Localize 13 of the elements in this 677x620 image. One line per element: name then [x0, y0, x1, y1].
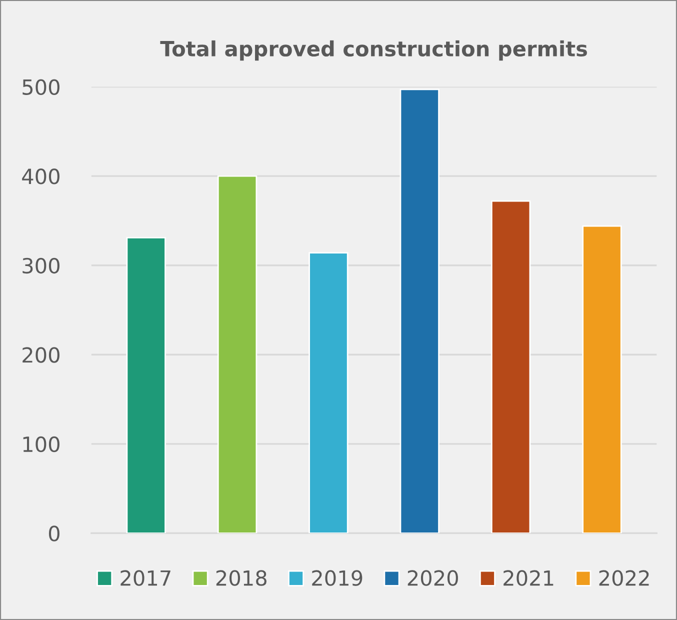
legend-label: 2019	[312, 570, 362, 586]
y-tick-label: 500	[22, 79, 60, 96]
y-tick-label: 0	[48, 526, 60, 542]
chart-title: Total approved construction permits	[160, 40, 587, 61]
y-tick-label: 300	[22, 258, 60, 274]
y-tick-label: 200	[22, 347, 60, 363]
legend-label: 2018	[216, 570, 266, 586]
legend-label: 2022	[599, 570, 649, 586]
y-tick-label: 100	[23, 436, 60, 452]
y-tick-label: 400	[22, 168, 60, 184]
legend-label: 2017	[120, 570, 170, 586]
legend-label: 2021	[504, 570, 554, 586]
legend-label: 2020	[408, 570, 458, 586]
